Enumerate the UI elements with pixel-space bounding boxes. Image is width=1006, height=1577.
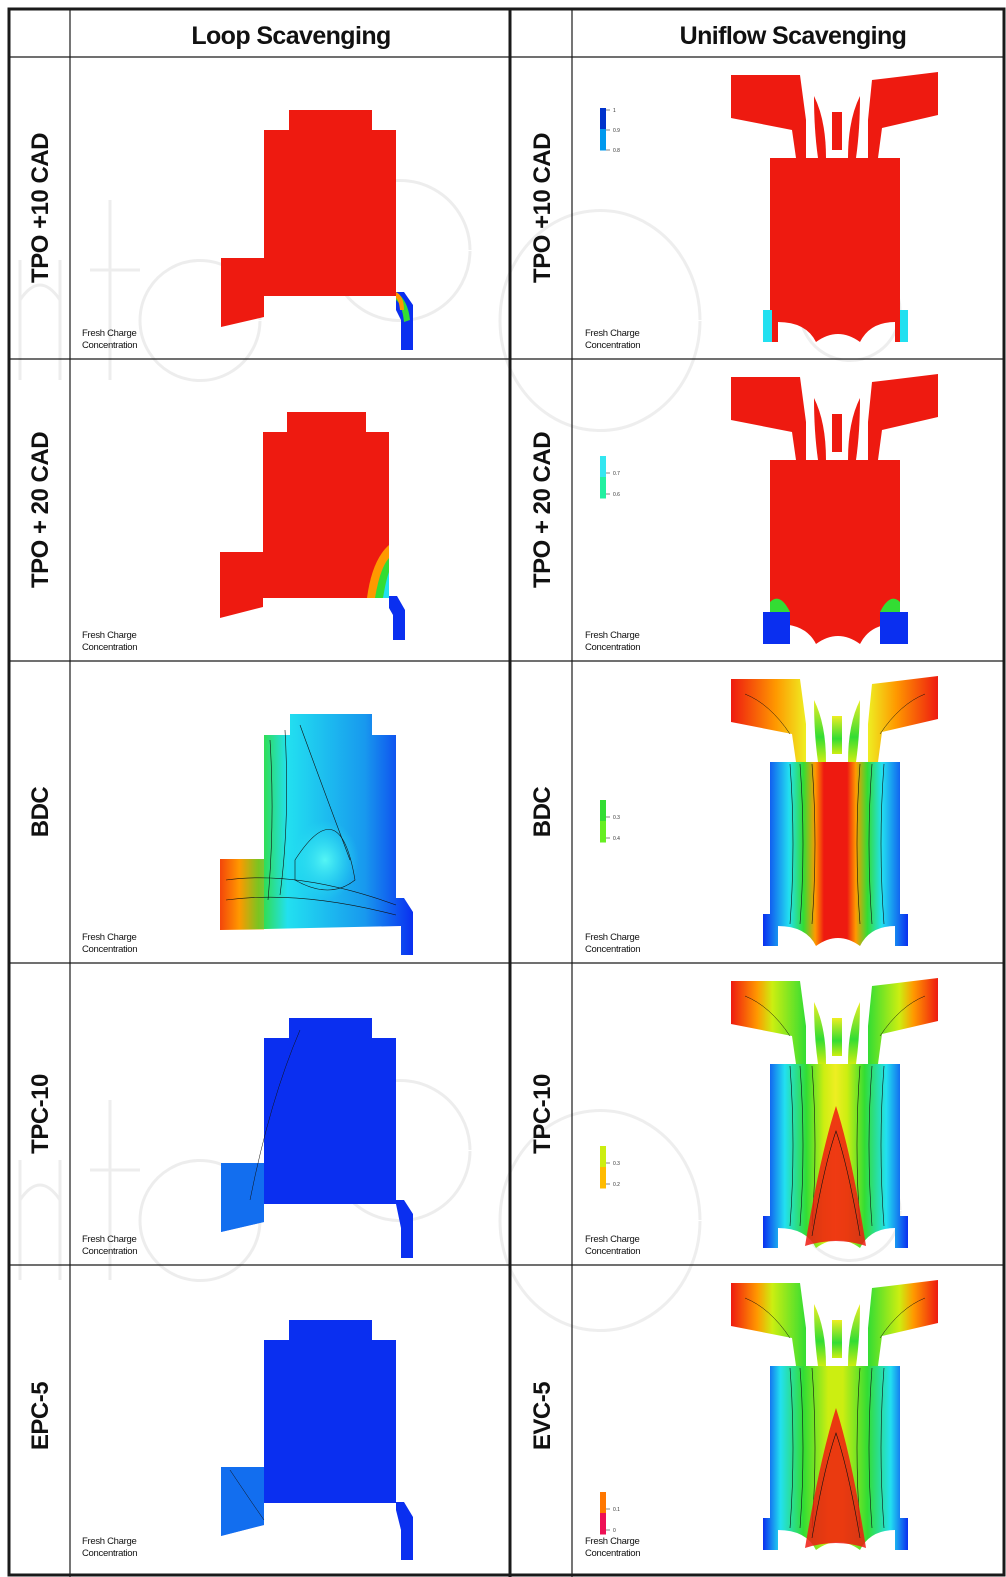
header-uniflow-scavenging: Uniflow Scavenging <box>680 22 907 50</box>
color-legend-3: 0.3 0.4 <box>600 800 620 843</box>
legend-tick-label: 0.1 <box>613 1507 620 1513</box>
caption-loop-5-line1: Fresh Charge <box>82 1536 136 1547</box>
legend-swatch <box>600 108 606 130</box>
caption-loop-2-line1: Fresh Charge <box>82 630 136 641</box>
legend-swatch <box>600 456 606 478</box>
row-label-uniflow-3: BDC <box>529 787 556 838</box>
row-label-uniflow-1: TPO +10 CAD <box>529 133 556 283</box>
legend-swatch <box>600 477 606 499</box>
caption-uniflow-5-line2: Concentration <box>585 1548 640 1559</box>
caption-uniflow-1-line2: Concentration <box>585 340 640 351</box>
legend-tick-label: 0.3 <box>613 815 620 821</box>
legend-swatch <box>600 800 606 822</box>
row-label-uniflow-5: EVC-5 <box>529 1382 556 1450</box>
loop-plot-tpo20 <box>220 412 405 640</box>
legend-tick-label: 0.6 <box>613 492 620 498</box>
legend-tick-label: 1 <box>613 108 616 114</box>
caption-loop-4-line1: Fresh Charge <box>82 1234 136 1245</box>
row-label-uniflow-2: TPO + 20 CAD <box>529 432 556 588</box>
uniflow-plot-3 <box>731 676 938 946</box>
loop-plot-bdc <box>220 714 413 955</box>
row-label-loop-1: TPO +10 CAD <box>27 133 54 283</box>
legend-swatch <box>600 129 606 151</box>
loop-plot-tpo10 <box>221 110 413 350</box>
legend-swatch <box>600 1513 606 1535</box>
watermark <box>18 179 902 1332</box>
caption-uniflow-1-line1: Fresh Charge <box>585 328 639 339</box>
loop-plot-tpc10 <box>221 1018 413 1258</box>
legend-tick-label: 0.4 <box>613 836 620 842</box>
legend-tick-label: 0 <box>613 1528 616 1534</box>
caption-uniflow-5-line1: Fresh Charge <box>585 1536 639 1547</box>
uniflow-plot-1 <box>731 72 938 342</box>
color-legend-4: 0.3 0.2 <box>600 1146 620 1189</box>
caption-uniflow-4-line1: Fresh Charge <box>585 1234 639 1245</box>
legend-tick-label: 0.9 <box>613 128 620 134</box>
header-loop-scavenging: Loop Scavenging <box>191 22 390 50</box>
legend-tick-label: 0.8 <box>613 148 620 154</box>
caption-uniflow-4-line2: Concentration <box>585 1246 640 1257</box>
color-legend-1: 1 0.9 0.8 <box>600 108 620 154</box>
caption-loop-3-line2: Concentration <box>82 944 137 955</box>
uniflow-plot-2 <box>731 374 938 644</box>
caption-uniflow-3-line2: Concentration <box>585 944 640 955</box>
caption-loop-5-line2: Concentration <box>82 1548 137 1559</box>
caption-loop-1-line2: Concentration <box>82 340 137 351</box>
caption-loop-3-line1: Fresh Charge <box>82 932 136 943</box>
row-label-loop-2: TPO + 20 CAD <box>27 432 54 588</box>
row-label-loop-5: EPC-5 <box>27 1382 54 1450</box>
table-grid <box>7 7 1006 1577</box>
color-legend-5: 0.10 <box>600 1492 620 1535</box>
caption-loop-2-line2: Concentration <box>82 642 137 653</box>
legend-tick-label: 0.7 <box>613 471 620 477</box>
legend-swatch <box>600 821 606 843</box>
caption-loop-1-line1: Fresh Charge <box>82 328 136 339</box>
legend-tick-label: 0.2 <box>613 1182 620 1188</box>
row-label-loop-4: TPC-10 <box>27 1074 54 1154</box>
caption-loop-4-line2: Concentration <box>82 1246 137 1257</box>
legend-swatch <box>600 1167 606 1189</box>
caption-uniflow-2-line1: Fresh Charge <box>585 630 639 641</box>
uniflow-plot-5 <box>731 1280 938 1550</box>
legend-swatch <box>600 1492 606 1514</box>
caption-uniflow-3-line1: Fresh Charge <box>585 932 639 943</box>
row-label-uniflow-4: TPC-10 <box>529 1074 556 1154</box>
color-legend-2: 0.7 0.6 <box>600 456 620 499</box>
loop-plot-epc5 <box>221 1320 413 1560</box>
caption-uniflow-2-line2: Concentration <box>585 642 640 653</box>
legend-swatch <box>600 1146 606 1168</box>
row-label-loop-3: BDC <box>27 787 54 838</box>
uniflow-plot-4 <box>731 978 938 1248</box>
legend-tick-label: 0.3 <box>613 1161 620 1167</box>
